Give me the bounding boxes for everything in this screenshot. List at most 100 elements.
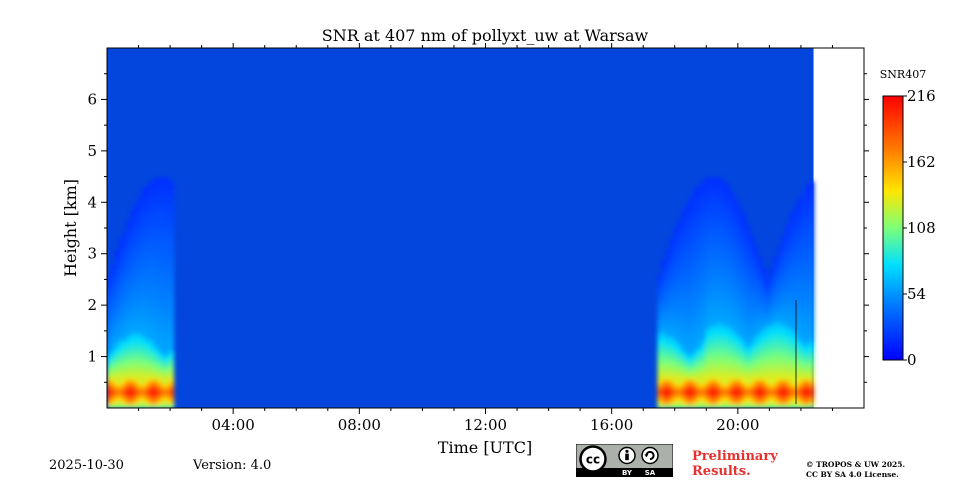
snr-cell xyxy=(801,267,807,272)
snr-cell xyxy=(689,238,695,244)
snr-cell xyxy=(741,285,747,290)
snr-cell xyxy=(665,264,671,269)
snr-cell xyxy=(122,231,128,236)
snr-cell xyxy=(157,328,163,334)
snr-cell xyxy=(153,271,159,276)
snr-cell xyxy=(741,336,747,341)
snr-cell xyxy=(757,271,763,276)
snr-cell xyxy=(709,253,715,258)
snr-cell xyxy=(689,282,695,287)
snr-cell xyxy=(665,271,671,276)
snr-cell xyxy=(713,361,719,366)
snr-cell xyxy=(761,332,767,337)
snr-cell xyxy=(753,260,759,265)
snr-cell xyxy=(753,361,759,366)
snr-cell xyxy=(721,199,727,204)
snr-cell xyxy=(765,282,771,287)
snr-cell xyxy=(130,346,136,352)
snr-cell xyxy=(689,260,695,265)
snr-cell xyxy=(134,228,139,233)
snr-cell xyxy=(777,267,783,272)
snr-cell xyxy=(138,231,143,236)
snr-cell xyxy=(709,235,715,240)
snr-cell xyxy=(745,314,751,319)
snr-cell xyxy=(705,282,711,287)
snr-cell xyxy=(785,256,791,262)
snr-cell xyxy=(130,242,136,247)
snr-cell xyxy=(753,404,759,408)
snr-cell xyxy=(130,238,136,244)
cc-by-sa-license-badge[interactable]: cc BY SA xyxy=(576,444,673,477)
snr-cell xyxy=(134,343,139,348)
snr-cell xyxy=(126,339,132,344)
snr-cell xyxy=(809,336,815,341)
snr-cell xyxy=(165,274,171,280)
snr-cell xyxy=(773,289,779,294)
snr-cell xyxy=(765,328,771,334)
snr-cell xyxy=(107,325,112,330)
snr-cell xyxy=(717,246,723,251)
snr-cell xyxy=(689,242,695,247)
snr-cell xyxy=(805,213,811,218)
snr-cell xyxy=(114,325,120,330)
snr-cell xyxy=(114,271,120,276)
snr-cell xyxy=(717,321,723,326)
snr-cell xyxy=(145,336,151,341)
snr-cell xyxy=(157,307,163,312)
snr-cell xyxy=(745,339,751,344)
snr-cell xyxy=(809,339,815,344)
snr-cell xyxy=(677,282,683,287)
snr-cell xyxy=(142,325,147,330)
snr-cell xyxy=(689,210,695,215)
snr-cell xyxy=(673,231,679,236)
snr-cell xyxy=(130,343,136,348)
snr-cell xyxy=(729,325,735,330)
snr-cell xyxy=(781,267,787,272)
snr-cell xyxy=(789,400,795,406)
snr-cell xyxy=(689,339,695,344)
snr-cell xyxy=(665,274,671,280)
snr-cell xyxy=(785,321,791,326)
snr-cell xyxy=(134,217,139,222)
snr-cell xyxy=(110,361,116,366)
snr-cell xyxy=(161,379,167,384)
snr-cell xyxy=(733,310,739,316)
snr-cell xyxy=(153,188,159,193)
snr-cell xyxy=(725,390,731,395)
snr-cell xyxy=(681,314,687,319)
snr-cell xyxy=(145,202,151,208)
snr-cell xyxy=(785,393,791,398)
snr-cell xyxy=(107,336,112,341)
snr-cell xyxy=(114,339,120,344)
colorbar-tick-label: 162 xyxy=(907,153,936,171)
snr-cell xyxy=(697,343,703,348)
snr-cell xyxy=(713,375,719,380)
snr-cell xyxy=(809,404,815,408)
snr-cell xyxy=(733,199,739,204)
snr-cell xyxy=(773,357,779,362)
y-tick-label: 2 xyxy=(87,296,97,314)
snr-cell xyxy=(809,300,815,305)
snr-cell xyxy=(138,310,143,316)
snr-cell xyxy=(737,368,743,373)
snr-cell xyxy=(773,350,779,355)
snr-cell xyxy=(721,307,727,312)
snr-cell xyxy=(777,256,783,262)
snr-cell xyxy=(142,292,147,298)
snr-cell xyxy=(126,231,132,236)
snr-cell xyxy=(142,379,147,384)
snr-cell xyxy=(733,224,739,229)
snr-cell xyxy=(729,296,735,301)
snr-cell xyxy=(118,321,124,326)
snr-cell xyxy=(110,400,116,406)
snr-cell xyxy=(733,328,739,334)
snr-cell xyxy=(153,267,159,272)
snr-cell xyxy=(725,289,731,294)
snr-cell xyxy=(729,361,735,366)
snr-cell xyxy=(161,292,167,298)
snr-cell xyxy=(701,289,707,294)
snr-cell xyxy=(169,285,175,290)
snr-cell xyxy=(657,346,663,352)
snr-cell xyxy=(693,336,699,341)
snr-cell xyxy=(797,310,803,316)
